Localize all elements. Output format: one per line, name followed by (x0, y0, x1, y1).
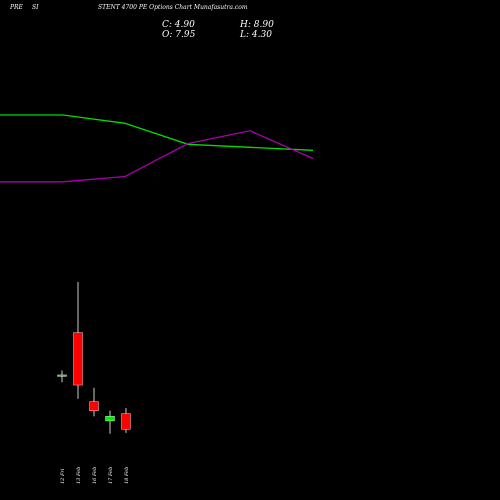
x-tick-label: 16 Feb (92, 467, 98, 484)
overlay-line-2 (0, 130, 314, 183)
candle (89, 387, 99, 417)
candle (57, 370, 67, 383)
candle-body-down (73, 332, 83, 386)
candle (73, 282, 83, 399)
overlay-line-1 (0, 114, 314, 151)
candle-body-down (89, 401, 99, 412)
ohlc-open: O: 7.95 (162, 30, 195, 40)
low-value: 4.30 (251, 30, 272, 40)
symbol-label: PRE (10, 4, 23, 11)
candle-body-down (121, 413, 131, 430)
high-label: H: (240, 20, 251, 30)
overlay-lines (0, 114, 314, 183)
open-label: O: (162, 30, 173, 40)
high-value: 8.90 (253, 20, 274, 30)
ohlc-low: L: 4.30 (240, 30, 272, 40)
close-label: C: (162, 20, 172, 30)
x-tick-label: 13 Feb (76, 467, 82, 484)
x-tick-label: 18 Feb (124, 467, 130, 484)
symbol-label-2: SI (32, 4, 39, 11)
x-axis-ticks: 12 Fri 13 Feb 16 Feb 17 Feb 18 Feb (60, 467, 130, 484)
ohlc-close: C: 4.90 (162, 20, 195, 30)
candle-body-up (57, 374, 67, 377)
x-tick-label: 17 Feb (108, 467, 114, 484)
candle-body-up (105, 416, 115, 422)
ohlc-high: H: 8.90 (240, 20, 274, 30)
candle (105, 410, 115, 434)
chart-title: STENT 4700 PE Options Chart Munafasutra.… (98, 4, 248, 11)
candles (57, 282, 131, 434)
open-value: 7.95 (175, 30, 196, 40)
low-label: L: (240, 30, 250, 40)
candle (121, 408, 131, 433)
x-tick-label: 12 Fri (60, 468, 66, 484)
close-value: 4.90 (174, 20, 195, 30)
